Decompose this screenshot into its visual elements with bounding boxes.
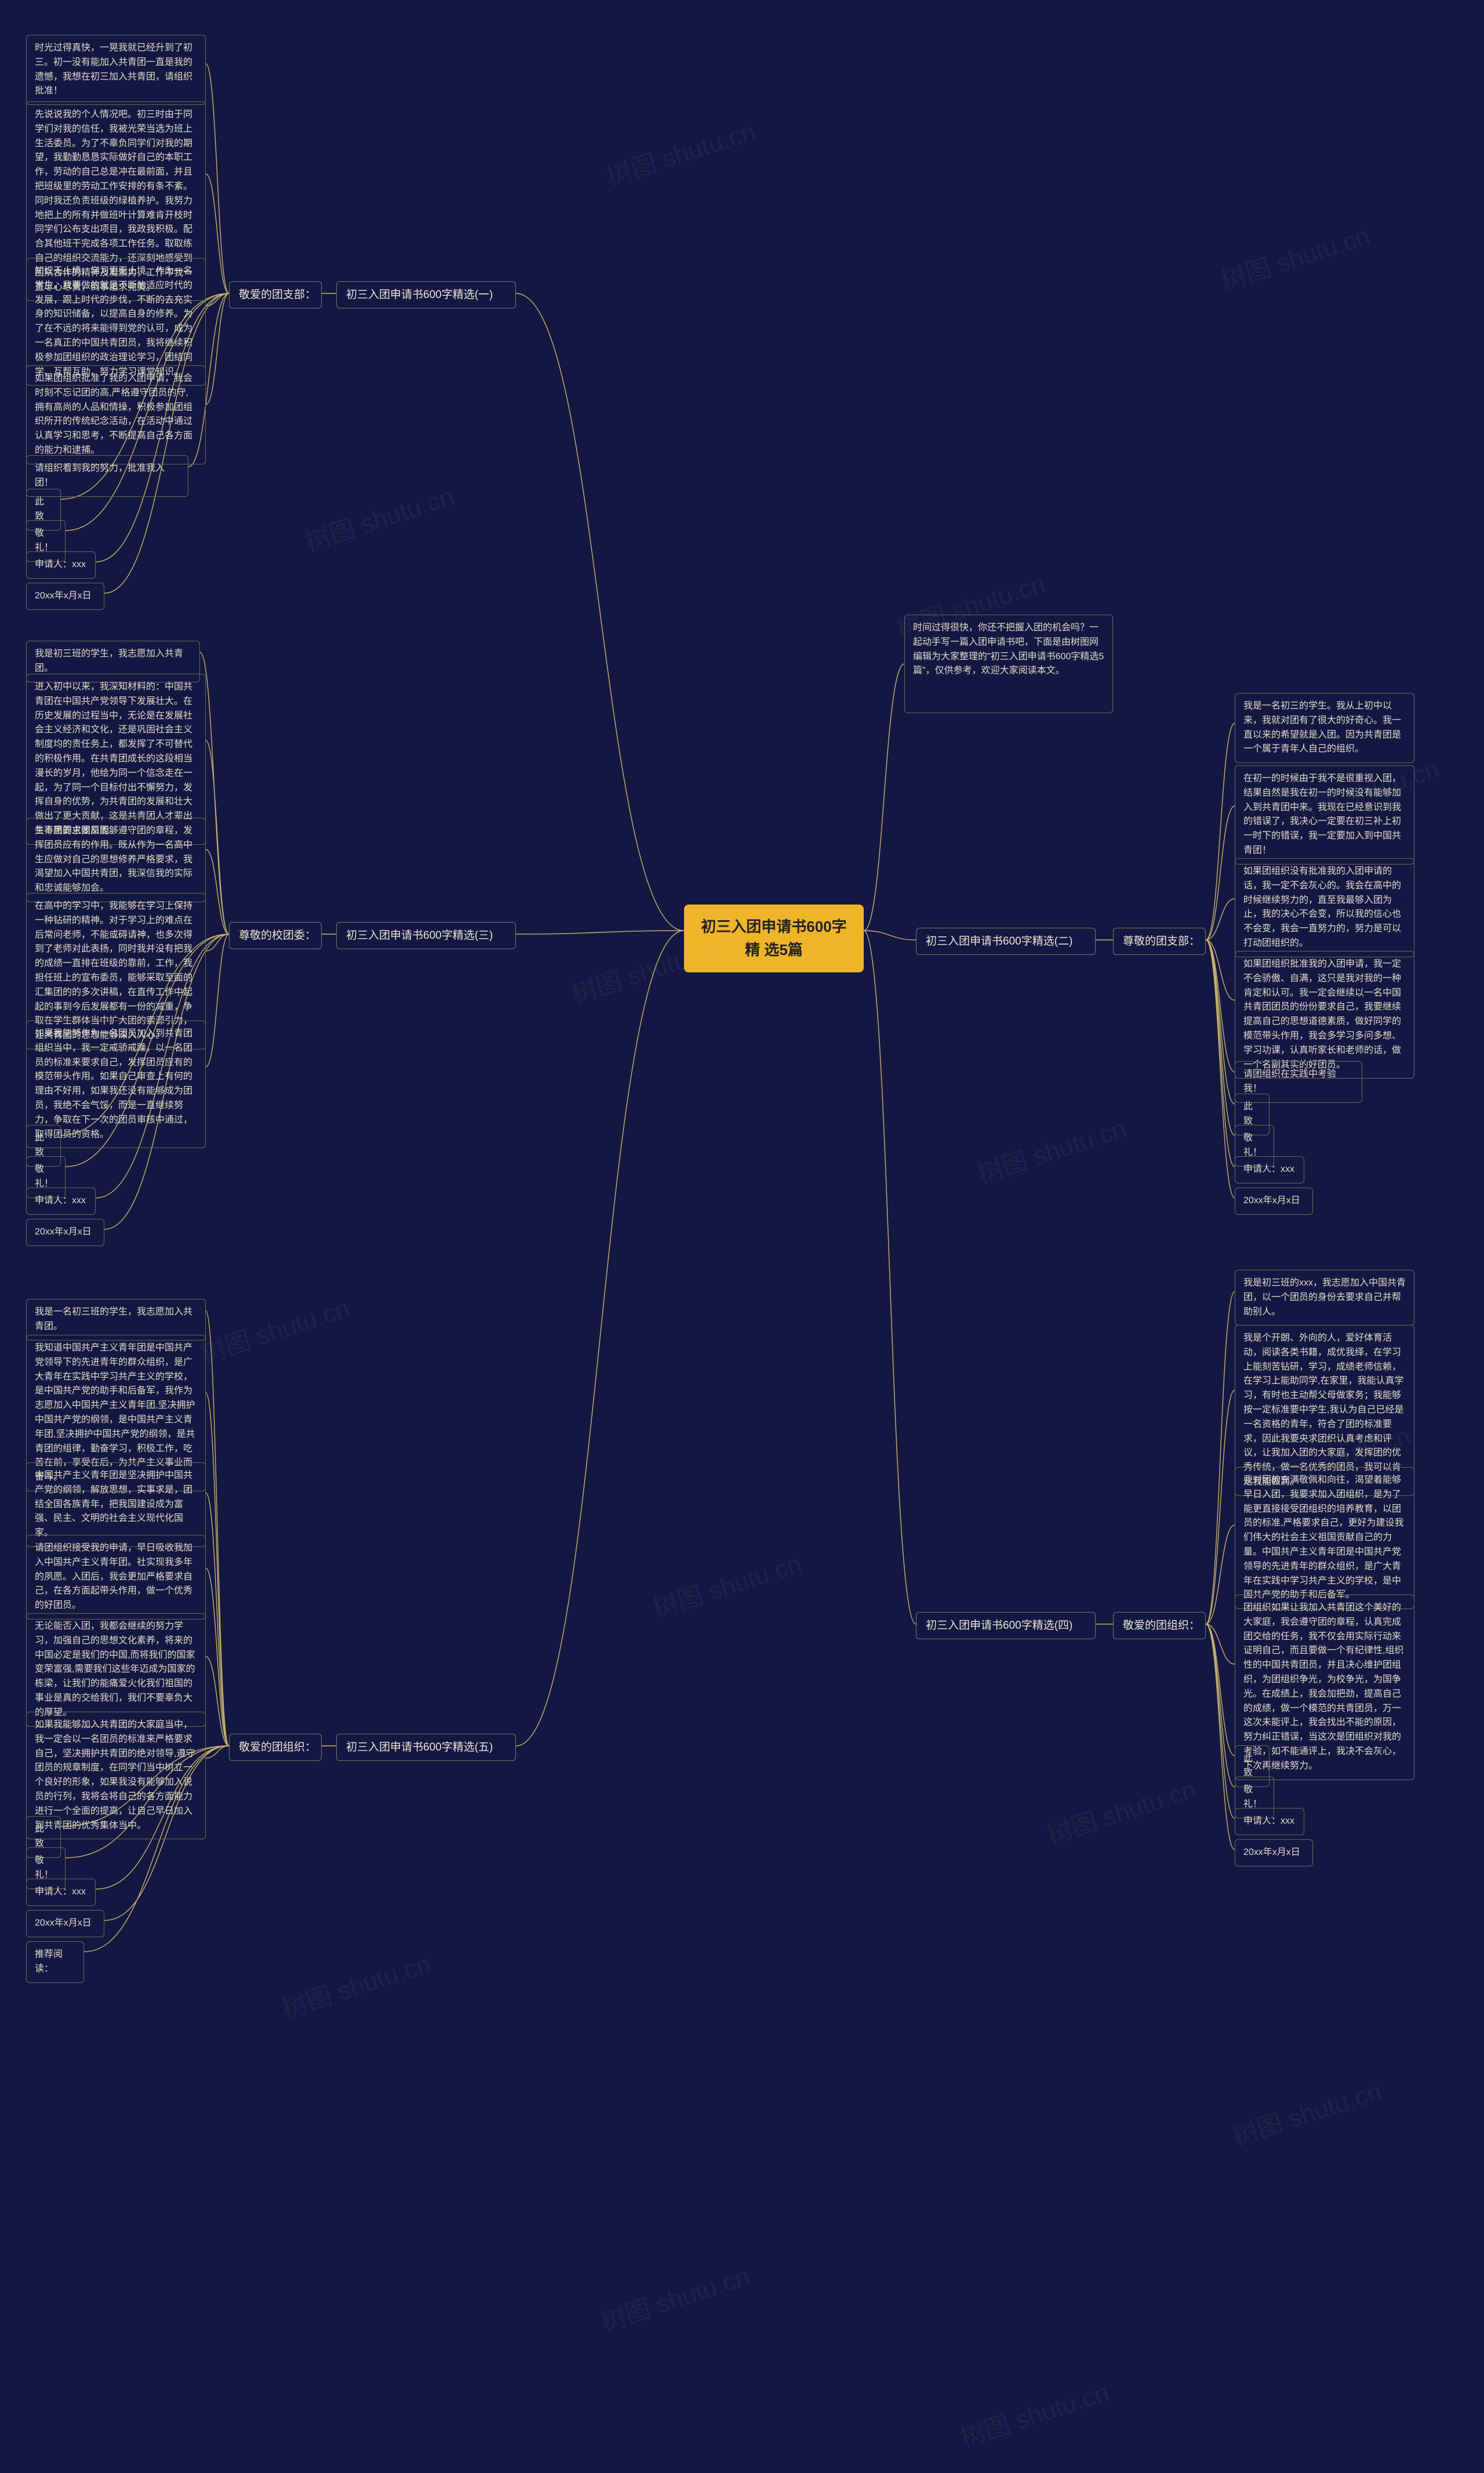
- leaf-1-1: 时光过得真快，一晃我就已经升到了初三。初一没有能加入共青团一直是我的遗憾，我想在…: [26, 35, 206, 105]
- leaf-4-7: 申请人：xxx: [1235, 1808, 1304, 1835]
- watermark: 树图 shutu.cn: [595, 2256, 754, 2338]
- leaf-3-9: 20xx年x月x日: [26, 1219, 104, 1246]
- leaf-2-1: 我是一名初三的学生。我从上初中以来，我就对团有了很大的好奇心。我一直以来的希望就…: [1235, 693, 1414, 763]
- watermark: 树图 shutu.cn: [277, 1942, 435, 2025]
- branch-3: 初三入团申请书600字精选(三): [336, 922, 516, 949]
- leaf-1-8: 申请人：xxx: [26, 551, 96, 579]
- watermark: 树图 shutu.cn: [1042, 1768, 1200, 1851]
- leaf-5-11: 推荐阅读：: [26, 1941, 84, 1983]
- watermark: 树图 shutu.cn: [955, 2372, 1113, 2454]
- leaf-1-9: 20xx年x月x日: [26, 583, 104, 610]
- leaf-3-8: 申请人：xxx: [26, 1188, 96, 1215]
- watermark: 树图 shutu.cn: [195, 1287, 354, 1370]
- branch-2-sub: 尊敬的团支部：: [1113, 928, 1206, 955]
- branch-2: 初三入团申请书600字精选(二): [916, 928, 1096, 955]
- leaf-1-4: 如果团组织批准了我的入团申请，我会时刻不忘记团的高,严格遵守团员的守,拥有高尚的…: [26, 365, 206, 464]
- leaf-5-4: 请团组织接受我的申请，早日吸收我加入中国共产主义青年团。社实现我多年的夙愿。入团…: [26, 1535, 206, 1619]
- watermark: 树图 shutu.cn: [1227, 2070, 1385, 2153]
- branch-5-sub: 敬爱的团组织：: [229, 1734, 322, 1761]
- watermark: 树图 shutu.cn: [1216, 215, 1374, 297]
- branch-1-sub: 敬爱的团支部：: [229, 281, 322, 308]
- watermark: 树图 shutu.cn: [601, 110, 759, 193]
- leaf-5-9: 申请人：xxx: [26, 1879, 96, 1906]
- watermark: 树图 shutu.cn: [972, 1107, 1130, 1190]
- branch-4-sub: 敬爱的团组织：: [1113, 1612, 1206, 1639]
- connector-layer: [0, 0, 1484, 2473]
- leaf-2-8: 申请人：xxx: [1235, 1156, 1304, 1183]
- watermark: 树图 shutu.cn: [648, 1542, 806, 1625]
- leaf-4-3: 我对团的充满敬佩和向往，渴望着能够早日入团，我要求加入团组织，是为了能更直接接受…: [1235, 1467, 1414, 1609]
- leaf-2-9: 20xx年x月x日: [1235, 1188, 1313, 1215]
- leaf-4-8: 20xx年x月x日: [1235, 1839, 1313, 1866]
- leaf-5-1: 我是一名初三班的学生，我志愿加入共青团。: [26, 1299, 206, 1341]
- intro-leaf: 时间过得很快，你还不把握入团的机会吗？一起动手写一篇入团申请书吧，下面是由树图网…: [904, 615, 1113, 713]
- leaf-5-5: 无论能否入团，我都会继续的努力学习，加强自己的思想文化素养，将来的中国必定是我们…: [26, 1613, 206, 1727]
- center-node: 初三入团申请书600字精 选5篇: [684, 905, 864, 972]
- leaf-5-10: 20xx年x月x日: [26, 1910, 104, 1937]
- branch-4: 初三入团申请书600字精选(四): [916, 1612, 1096, 1639]
- leaf-2-2: 在初一的时候由于我不是很重视入团，结果自然是我在初一的时候没有能够加入到共青团中…: [1235, 765, 1414, 865]
- leaf-2-4: 如果团组织批准我的入团申请，我一定不会骄傲、自满，这只是我对我的一种肯定和认可。…: [1235, 951, 1414, 1078]
- branch-5: 初三入团申请书600字精选(五): [336, 1734, 516, 1761]
- leaf-3-3: 共青团要求团员能够遵守团的章程，发挥团员应有的作用。既从作为一名高中生应做对自己…: [26, 818, 206, 902]
- leaf-4-1: 我是初三班的xxx，我志愿加入中国共青团，以一个团员的身份去要求自己并帮助别人。: [1235, 1270, 1414, 1326]
- leaf-2-3: 如果团组织没有批准我的入团申请的话，我一定不会灰心的。我会在高中的时候继续努力的…: [1235, 858, 1414, 957]
- watermark: 树图 shutu.cn: [300, 475, 458, 558]
- branch-1: 初三入团申请书600字精选(一): [336, 281, 516, 308]
- branch-3-sub: 尊敬的校团委：: [229, 922, 322, 949]
